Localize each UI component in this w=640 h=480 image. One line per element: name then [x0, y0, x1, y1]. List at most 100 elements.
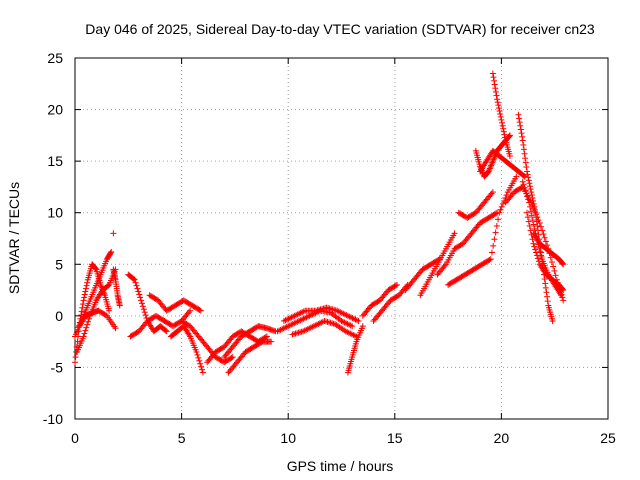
data-point [74, 338, 81, 345]
data-point [532, 230, 539, 237]
data-point [84, 321, 91, 328]
data-point [349, 323, 356, 330]
data-point [138, 297, 145, 304]
data-point [532, 246, 539, 253]
data-point [131, 276, 138, 283]
data-point [492, 229, 499, 236]
data-point [537, 248, 544, 255]
data-point [533, 234, 540, 241]
data-point [505, 133, 512, 140]
data-point [527, 203, 534, 210]
data-point [79, 301, 86, 308]
data-point [490, 156, 497, 163]
data-point [523, 164, 530, 171]
data-point [503, 192, 510, 199]
data-point [519, 178, 526, 185]
data-points [72, 70, 567, 376]
data-point [198, 363, 205, 370]
y-tick-label: 20 [47, 102, 63, 118]
data-point [142, 312, 149, 319]
data-point [530, 205, 537, 212]
x-tick-label: 10 [280, 430, 296, 446]
data-point [560, 287, 567, 294]
data-point [135, 288, 142, 295]
data-point [544, 293, 551, 300]
data-point [496, 108, 503, 115]
data-point [558, 292, 565, 299]
data-point [528, 212, 535, 219]
data-point [141, 309, 148, 316]
data-point [529, 236, 536, 243]
data-point [72, 359, 78, 366]
data-point [527, 208, 534, 215]
data-point [116, 302, 123, 309]
data-point [97, 281, 104, 288]
data-point [523, 190, 530, 197]
data-point [526, 180, 533, 187]
data-point [526, 222, 533, 229]
data-point [493, 222, 500, 229]
data-point [81, 294, 88, 301]
data-point [495, 216, 502, 223]
data-point [486, 165, 493, 172]
data-point [547, 254, 554, 261]
data-point [522, 159, 529, 166]
data-point [531, 243, 538, 250]
data-point [517, 122, 524, 129]
data-point [107, 249, 114, 256]
data-point [186, 332, 193, 339]
data-point [550, 263, 557, 270]
data-point [494, 99, 501, 106]
data-point [513, 173, 520, 180]
data-point [185, 309, 192, 316]
data-point [487, 164, 494, 171]
data-point [525, 177, 532, 184]
data-point [536, 220, 543, 227]
data-point [137, 294, 144, 301]
data-point [491, 155, 498, 162]
data-point [516, 119, 523, 126]
data-point [539, 227, 546, 234]
data-point [544, 298, 551, 305]
data-point [498, 203, 505, 210]
y-tick-label: 15 [47, 153, 63, 169]
grid [75, 58, 608, 419]
data-point [495, 105, 502, 112]
data-point [85, 318, 92, 325]
data-point [490, 242, 497, 249]
data-point [495, 102, 502, 109]
data-point [112, 325, 119, 332]
x-tick-label: 20 [494, 430, 510, 446]
data-point [228, 354, 235, 361]
x-axis: 0 5 10 15 20 25 [71, 58, 616, 446]
data-point [132, 279, 139, 286]
data-point [263, 333, 270, 340]
data-point [140, 306, 147, 313]
data-point [500, 128, 507, 135]
data-point [134, 285, 141, 292]
data-point [534, 214, 541, 221]
data-point [502, 134, 509, 141]
data-point [488, 161, 495, 168]
data-point [488, 190, 495, 197]
data-point [488, 249, 495, 256]
y-axis-label: SDTVAR / TECUs [6, 182, 22, 294]
data-point [80, 333, 87, 340]
data-point [488, 162, 495, 169]
data-point [136, 291, 143, 298]
data-point [497, 113, 504, 120]
data-point [540, 231, 547, 238]
data-point [557, 290, 564, 297]
y-tick-label: 25 [47, 50, 63, 66]
data-point [499, 119, 506, 126]
data-point [518, 130, 525, 137]
data-point [81, 330, 88, 337]
data-point [499, 200, 506, 207]
data-point [489, 189, 496, 196]
data-point [506, 133, 513, 140]
data-point [522, 187, 529, 194]
data-point [525, 196, 532, 203]
data-point [524, 214, 531, 221]
data-point [229, 354, 236, 361]
